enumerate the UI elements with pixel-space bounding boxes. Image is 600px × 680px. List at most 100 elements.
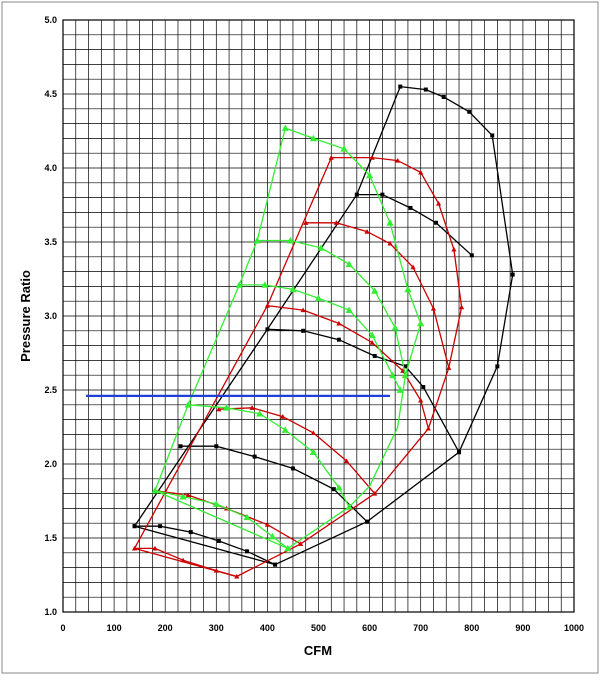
- data-point-square: [441, 94, 446, 99]
- y-tick-label: 1.0: [44, 607, 57, 617]
- data-point-triangle: [185, 492, 191, 498]
- data-point-square: [331, 487, 336, 492]
- data-point-triangle: [340, 145, 348, 152]
- data-point-triangle: [212, 500, 220, 507]
- data-point-triangle: [303, 220, 309, 225]
- y-tick-label: 2.5: [44, 385, 57, 395]
- data-point-square: [290, 466, 295, 471]
- data-point-triangle: [264, 522, 270, 527]
- data-point-square: [380, 192, 385, 197]
- data-point-square: [158, 524, 163, 529]
- data-point-triangle: [335, 484, 343, 491]
- x-tick-label: 900: [515, 623, 530, 633]
- data-point-triangle: [314, 294, 323, 302]
- x-tick-label: 400: [260, 623, 275, 633]
- data-point-square: [188, 530, 193, 535]
- series-line-green: [239, 284, 401, 391]
- data-point-triangle: [345, 306, 353, 313]
- data-point-triangle: [430, 306, 437, 311]
- data-point-triangle: [222, 404, 231, 411]
- data-point-square: [469, 253, 474, 258]
- x-axis-title: CFM: [304, 643, 332, 658]
- data-point-square: [403, 364, 408, 369]
- x-tick-label: 500: [311, 623, 326, 633]
- data-point-square: [490, 133, 495, 138]
- data-point-square: [467, 109, 472, 114]
- data-point-square: [301, 328, 306, 333]
- data-point-square: [178, 444, 183, 449]
- x-tick-label: 700: [413, 623, 428, 633]
- data-point-triangle: [386, 219, 394, 226]
- data-point-square: [372, 353, 377, 358]
- y-tick-label: 4.5: [44, 89, 57, 99]
- data-point-triangle: [256, 410, 264, 417]
- data-point-square: [214, 444, 219, 449]
- y-tick-label: 2.0: [44, 459, 57, 469]
- data-point-triangle: [336, 320, 342, 326]
- data-point-square: [495, 364, 500, 369]
- data-point-triangle: [281, 124, 289, 131]
- series-line-red: [133, 157, 332, 549]
- data-point-square: [434, 220, 439, 225]
- series-line-green: [154, 323, 422, 550]
- data-point-square: [408, 205, 413, 210]
- data-point-triangle: [249, 405, 255, 410]
- data-point-triangle: [458, 304, 465, 310]
- data-point-triangle: [371, 287, 379, 294]
- data-point-triangle: [396, 386, 404, 393]
- y-tick-label: 3.0: [44, 311, 57, 321]
- data-point-triangle: [281, 426, 289, 433]
- data-point-triangle: [451, 246, 457, 252]
- x-tick-label: 300: [209, 623, 224, 633]
- data-point-triangle: [417, 319, 425, 327]
- x-tick-label: 0: [60, 623, 65, 633]
- series-layer: [86, 84, 515, 579]
- data-point-square: [421, 385, 426, 390]
- data-point-square: [336, 337, 341, 342]
- x-tick-label: 100: [107, 623, 122, 633]
- data-point-triangle: [404, 285, 412, 293]
- data-point-triangle: [333, 220, 339, 225]
- data-point-triangle: [388, 371, 397, 379]
- series-line-red: [134, 306, 463, 578]
- x-tick-label: 200: [158, 623, 173, 633]
- data-point-triangle: [395, 158, 401, 163]
- data-point-triangle: [418, 397, 424, 403]
- data-point-triangle: [368, 331, 376, 339]
- data-point-triangle: [289, 285, 297, 293]
- series-line-green: [154, 127, 286, 491]
- data-point-triangle: [317, 244, 325, 251]
- data-point-triangle: [364, 229, 370, 234]
- data-point-triangle: [309, 134, 317, 142]
- data-point-square: [252, 454, 257, 459]
- series-line-black: [134, 525, 276, 566]
- data-point-triangle: [366, 171, 374, 179]
- data-point-triangle: [300, 307, 306, 313]
- data-point-triangle: [418, 169, 424, 175]
- x-tick-label: 1000: [564, 623, 584, 633]
- data-point-square: [273, 562, 278, 567]
- data-point-triangle: [387, 240, 393, 246]
- data-point-triangle: [309, 448, 317, 456]
- data-point-triangle: [310, 430, 316, 435]
- data-point-square: [510, 272, 515, 277]
- y-tick-label: 5.0: [44, 15, 57, 25]
- x-tick-label: 800: [464, 623, 479, 633]
- data-point-triangle: [328, 155, 334, 160]
- data-point-triangle: [261, 281, 269, 288]
- series-line-black: [180, 445, 368, 523]
- data-point-triangle: [369, 155, 375, 160]
- series-line-red: [218, 407, 376, 495]
- data-point-triangle: [391, 324, 399, 331]
- data-point-square: [365, 519, 370, 524]
- data-point-square: [457, 450, 462, 455]
- data-point-triangle: [280, 414, 286, 419]
- data-point-square: [244, 549, 249, 554]
- y-tick-label: 3.5: [44, 237, 57, 247]
- data-point-triangle: [152, 545, 158, 551]
- data-point-square: [216, 538, 221, 543]
- data-point-triangle: [179, 492, 187, 500]
- x-tick-label: 600: [362, 623, 377, 633]
